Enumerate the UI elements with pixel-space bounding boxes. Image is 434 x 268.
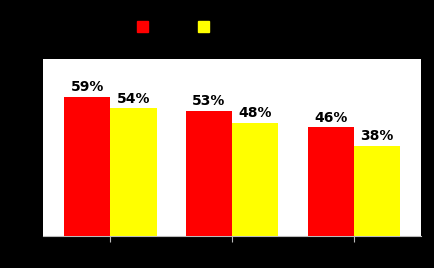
Legend: , : , xyxy=(131,15,216,40)
Bar xyxy=(308,127,354,236)
Bar xyxy=(354,146,400,236)
Bar xyxy=(64,97,110,236)
Text: 46%: 46% xyxy=(314,110,348,125)
Bar xyxy=(186,111,232,236)
Text: 59%: 59% xyxy=(71,80,104,94)
Text: 38%: 38% xyxy=(361,129,394,143)
Bar xyxy=(232,123,279,236)
Bar xyxy=(110,109,157,236)
Text: 54%: 54% xyxy=(117,92,150,106)
Text: 53%: 53% xyxy=(192,94,226,108)
Text: 48%: 48% xyxy=(239,106,272,120)
